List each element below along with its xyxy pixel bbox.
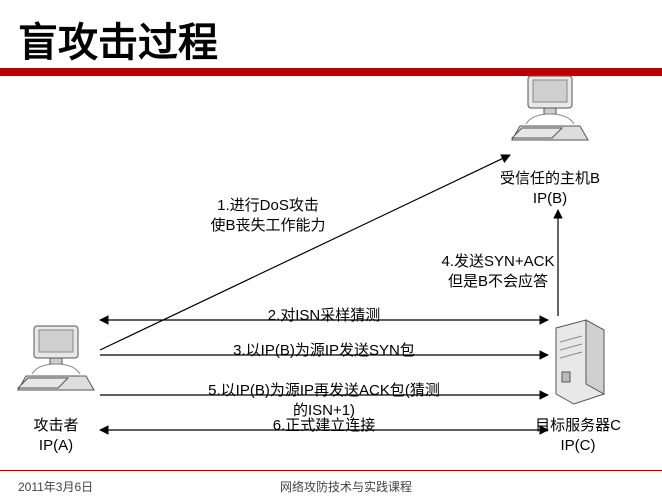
node-label-attacker: 攻击者IP(A)	[0, 416, 176, 457]
edge-label-e1: 1.进行DoS攻击使B丧失工作能力	[148, 196, 388, 237]
node-label-trusted: 受信任的主机BIP(B)	[430, 169, 662, 210]
trusted-host-icon	[512, 76, 588, 140]
footer-course: 网络攻防技术与实践课程	[280, 478, 412, 495]
target-server-icon	[556, 320, 604, 404]
edge-label-e3: 3.以IP(B)为源IP发送SYN包	[204, 341, 444, 361]
footer-date: 2011年3月6日	[18, 478, 93, 495]
attacker-pc-icon	[18, 326, 94, 390]
edge-label-e6: 6.正式建立连接	[204, 416, 444, 436]
slide: { "title":"盲攻击过程", "footer_date":"2011年3…	[0, 0, 662, 500]
edge-label-e2: 2.对ISN采样猜测	[204, 306, 444, 326]
node-label-target: 目标服务器CIP(C)	[458, 416, 662, 457]
edge-label-e4: 4.发送SYN+ACK但是B不会应答	[378, 252, 618, 293]
